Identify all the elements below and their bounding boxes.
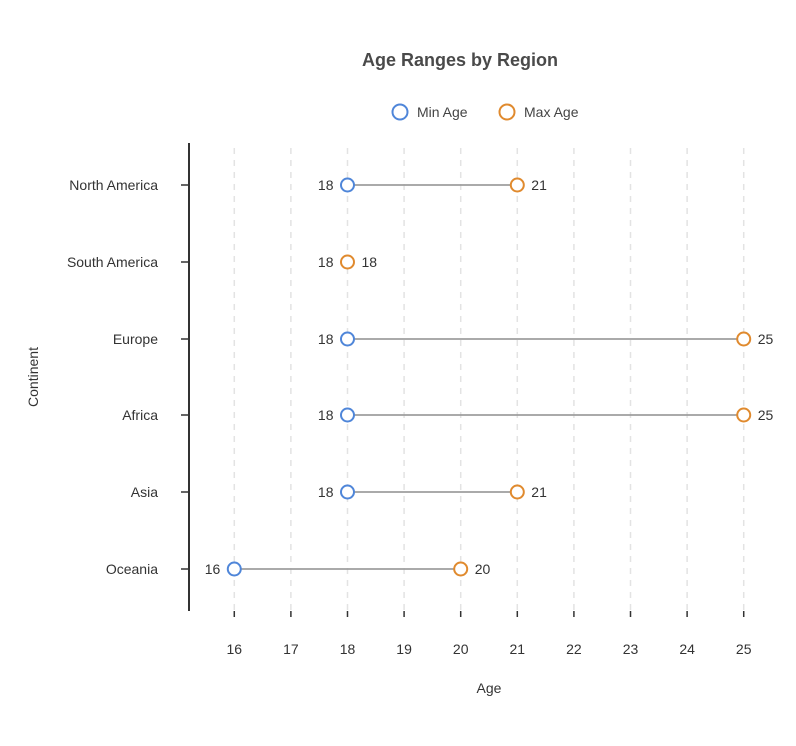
dumbbell-row: 18 21 [318, 177, 547, 193]
min-age-point [226, 561, 242, 577]
legend-min-age-marker [391, 103, 409, 121]
max-age-data-label: 18 [361, 254, 377, 270]
max-age-point [509, 484, 525, 500]
max-age-point [509, 177, 525, 193]
chart-title: Age Ranges by Region [362, 50, 558, 70]
max-age-point [736, 407, 752, 423]
max-age-point [736, 331, 752, 347]
legend: Min Age Max Age [391, 103, 579, 121]
max-age-point [339, 254, 355, 270]
min-age-data-label: 18 [318, 254, 334, 270]
category-label: Africa [122, 407, 158, 423]
min-age-point [339, 484, 355, 500]
max-age-point [453, 561, 469, 577]
max-age-data-label: 21 [531, 177, 547, 193]
dumbbell-row: 18 18 [318, 254, 377, 270]
min-age-data-label: 18 [318, 331, 334, 347]
dumbbell-row: 18 25 [318, 331, 774, 347]
category-label: Oceania [106, 561, 158, 577]
x-tick-label: 24 [679, 641, 695, 657]
x-tick-label: 20 [453, 641, 469, 657]
x-tick-label: 16 [226, 641, 242, 657]
dumbbell-row: 16 20 [205, 561, 491, 577]
dumbbell-row: 18 25 [318, 407, 774, 423]
x-axis-title: Age [477, 680, 502, 696]
grid [233, 148, 745, 611]
legend-min-age-label: Min Age [417, 104, 468, 120]
x-tick-label: 17 [283, 641, 299, 657]
y-axis: North America South America Europe Africa As… [67, 177, 188, 577]
x-tick-label: 18 [340, 641, 356, 657]
max-age-data-label: 25 [758, 407, 774, 423]
category-label: Europe [113, 331, 158, 347]
x-tick-label: 21 [510, 641, 526, 657]
min-age-point [339, 177, 355, 193]
dumbbell-row: 18 21 [318, 484, 547, 500]
category-label: North America [69, 177, 158, 193]
category-label: South America [67, 254, 158, 270]
max-age-data-label: 21 [531, 484, 547, 500]
legend-max-age-label: Max Age [524, 104, 579, 120]
category-label: Asia [131, 484, 158, 500]
min-age-point [339, 331, 355, 347]
min-age-data-label: 18 [318, 484, 334, 500]
min-age-data-label: 16 [205, 561, 221, 577]
max-age-data-label: 20 [475, 561, 491, 577]
x-tick-label: 19 [396, 641, 412, 657]
max-age-data-label: 25 [758, 331, 774, 347]
x-tick-label: 25 [736, 641, 752, 657]
min-age-data-label: 18 [318, 177, 334, 193]
y-axis-title: Continent [25, 347, 41, 407]
x-tick-label: 22 [566, 641, 582, 657]
legend-max-age-marker [498, 103, 516, 121]
x-axis: 16 17 18 19 20 21 22 23 24 25 [226, 611, 752, 657]
min-age-data-label: 18 [318, 407, 334, 423]
x-tick-label: 23 [623, 641, 639, 657]
min-age-point [339, 407, 355, 423]
